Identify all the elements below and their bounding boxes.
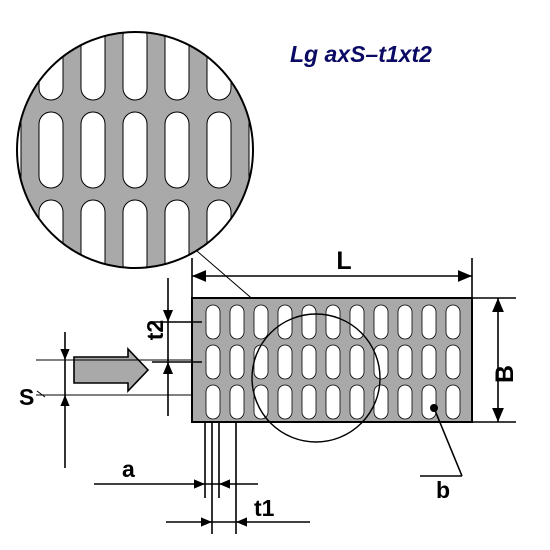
formula-title: Lg axS–t1xt2 xyxy=(290,41,432,67)
thickness-arrow-icon xyxy=(74,349,148,391)
dim-label-b: b xyxy=(436,477,450,503)
dim-label-B: B xyxy=(491,365,519,383)
dim-label-t1: t1 xyxy=(254,495,275,521)
dim-label-t2: t2 xyxy=(142,320,168,340)
dim-label-S: S xyxy=(19,384,34,410)
dim-label-a: a xyxy=(122,456,135,482)
dim-label-L: L xyxy=(336,247,351,275)
